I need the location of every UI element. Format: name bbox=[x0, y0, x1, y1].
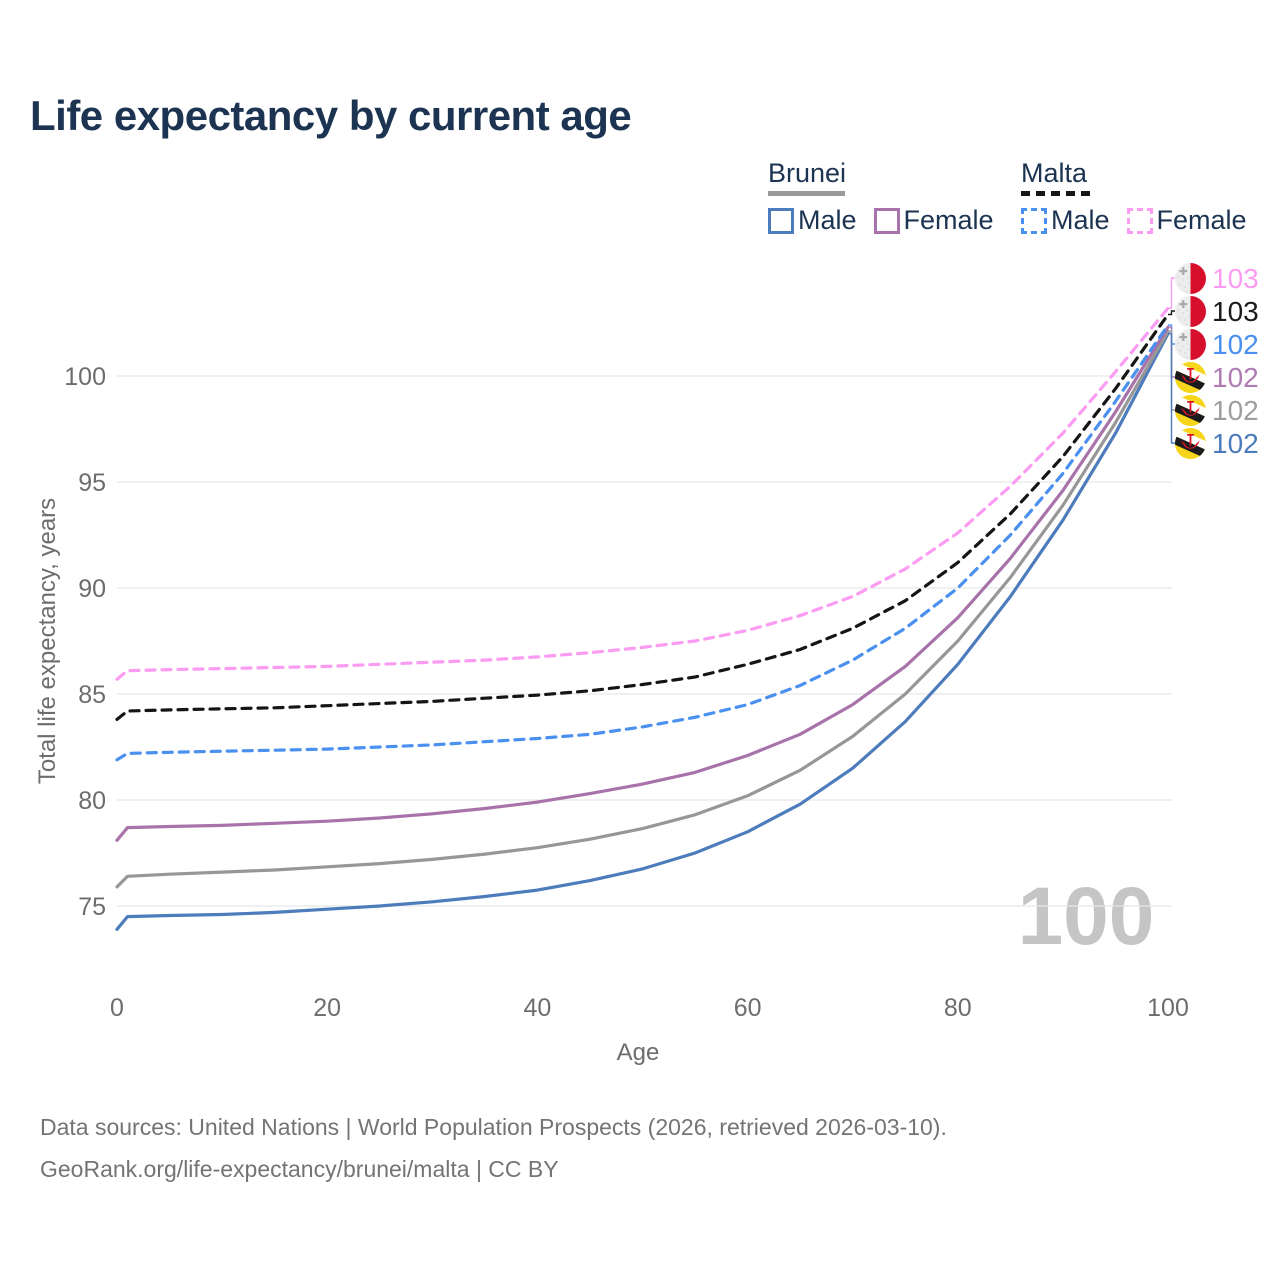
legend-brunei-header[interactable]: Brunei bbox=[768, 158, 847, 188]
end-value-malta_female: 103 bbox=[1212, 262, 1259, 294]
legend-malta-underline-swatch bbox=[1021, 191, 1091, 196]
legend-label-brunei-female: Female bbox=[903, 205, 994, 235]
footer-attribution-line: GeoRank.org/life-expectancy/brunei/malta… bbox=[40, 1156, 559, 1182]
y-tick-label-75: 75 bbox=[78, 893, 106, 921]
legend-label-brunei-male: Male bbox=[798, 205, 857, 235]
end-label-row-malta_all: 103 bbox=[1175, 295, 1259, 327]
legend-swatch-malta-male[interactable] bbox=[1021, 207, 1047, 234]
malta-flag-icon bbox=[1175, 262, 1206, 294]
series-line-brunei_all bbox=[115, 329, 1170, 889]
x-tick-label-20: 20 bbox=[313, 994, 341, 1022]
series-line-malta_male bbox=[115, 323, 1170, 762]
end-connector-brunei_male bbox=[1168, 332, 1175, 444]
malta-flag-icon bbox=[1175, 328, 1206, 360]
end-value-malta_all: 103 bbox=[1212, 295, 1259, 327]
y-tick-label-85: 85 bbox=[78, 681, 106, 709]
series-line-brunei_male bbox=[115, 332, 1170, 931]
x-tick-label-40: 40 bbox=[523, 994, 551, 1022]
y-tick-label-80: 80 bbox=[78, 787, 106, 815]
age-counter-watermark: 100 bbox=[1018, 871, 1155, 962]
brunei-flag-icon bbox=[1175, 394, 1206, 426]
end-value-brunei_male: 102 bbox=[1212, 427, 1259, 459]
legend-swatch-brunei-male[interactable] bbox=[768, 207, 794, 234]
end-label-row-malta_male: 102 bbox=[1175, 328, 1259, 360]
end-connector-malta_all bbox=[1168, 310, 1175, 316]
legend-group-brunei: Brunei Male Female bbox=[768, 158, 994, 236]
series-line-malta_all bbox=[115, 312, 1170, 722]
y-axis-title: Total life expectancy, years bbox=[34, 497, 61, 785]
end-label-row-malta_female: 103 bbox=[1175, 262, 1259, 294]
end-value-brunei_all: 102 bbox=[1212, 394, 1259, 426]
end-value-malta_male: 102 bbox=[1212, 328, 1259, 360]
x-tick-label-60: 60 bbox=[734, 994, 762, 1022]
x-tick-label-0: 0 bbox=[110, 994, 124, 1022]
end-connector-malta_female bbox=[1168, 277, 1175, 309]
malta-flag-icon bbox=[1175, 295, 1206, 327]
end-label-row-brunei_all: 102 bbox=[1175, 394, 1259, 426]
y-tick-label-95: 95 bbox=[78, 469, 106, 497]
legend-group-malta: Malta Male Female bbox=[1021, 158, 1247, 236]
legend-malta-header[interactable]: Malta bbox=[1021, 158, 1088, 188]
brunei-flag-icon bbox=[1175, 427, 1206, 459]
legend-brunei-items: Male Female bbox=[768, 205, 994, 236]
series-line-brunei_female bbox=[115, 325, 1170, 842]
x-tick-label-80: 80 bbox=[944, 994, 972, 1022]
footer-source-line: Data sources: United Nations | World Pop… bbox=[40, 1114, 947, 1140]
end-label-row-brunei_female: 102 bbox=[1175, 361, 1259, 393]
end-label-row-brunei_male: 102 bbox=[1175, 427, 1259, 459]
legend-malta-items: Male Female bbox=[1021, 205, 1247, 236]
page-title: Life expectancy by current age bbox=[30, 92, 632, 139]
y-tick-label-100: 100 bbox=[64, 363, 106, 391]
legend-brunei-underline-swatch bbox=[768, 191, 845, 196]
brunei-flag-icon bbox=[1175, 361, 1206, 393]
legend-swatch-malta-female[interactable] bbox=[1126, 207, 1153, 234]
x-axis-title: Age bbox=[616, 1039, 660, 1066]
y-tick-label-90: 90 bbox=[78, 575, 106, 603]
footer: Data sources: United Nations | World Pop… bbox=[40, 1106, 947, 1190]
legend-label-malta-male: Male bbox=[1051, 205, 1110, 235]
legend-swatch-brunei-female[interactable] bbox=[873, 207, 900, 234]
series-line-malta_female bbox=[115, 306, 1170, 681]
end-value-brunei_female: 102 bbox=[1212, 361, 1259, 393]
legend-label-malta-female: Female bbox=[1156, 205, 1247, 235]
x-tick-label-100: 100 bbox=[1147, 994, 1189, 1022]
